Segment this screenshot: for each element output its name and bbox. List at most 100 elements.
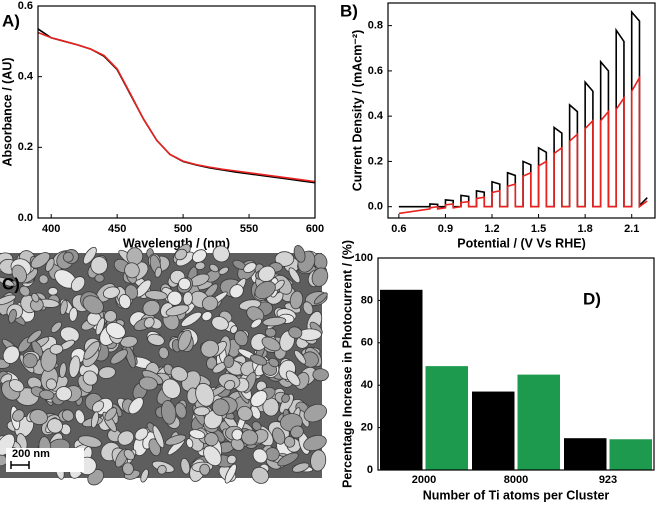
grain xyxy=(126,247,144,266)
plot-frame xyxy=(377,257,655,471)
plot-frame xyxy=(387,2,656,219)
grain xyxy=(230,325,238,334)
grain xyxy=(61,409,75,422)
grain xyxy=(140,468,149,483)
grain xyxy=(177,329,192,352)
grain xyxy=(191,249,207,263)
x-tick-label: 0.6 xyxy=(391,223,406,235)
x-axis-label: Number of Ti atoms per Cluster xyxy=(423,488,610,502)
grain xyxy=(90,411,99,429)
x-axis-label: Wavelength / (nm) xyxy=(123,236,230,250)
grain xyxy=(105,322,126,339)
y-axis-label: Percentage Increase in Photocurrent / (%… xyxy=(340,240,354,488)
grain xyxy=(90,256,108,275)
grain xyxy=(310,449,327,472)
y-axis-label: Current Density / (mAcm⁻²) xyxy=(350,30,364,191)
panel-label: B) xyxy=(340,1,358,20)
grain xyxy=(31,292,40,303)
grain xyxy=(117,430,135,446)
y-tick-label: 100 xyxy=(355,252,373,264)
grain xyxy=(124,284,139,300)
grain xyxy=(83,341,101,360)
grain xyxy=(250,318,262,329)
bar xyxy=(564,438,607,470)
grain xyxy=(246,306,265,323)
panel-label: C) xyxy=(2,274,20,293)
grain xyxy=(302,301,314,315)
grain xyxy=(154,266,162,278)
grain xyxy=(45,378,57,390)
grain xyxy=(59,362,67,378)
grain xyxy=(82,295,104,315)
grain xyxy=(254,280,276,300)
grain xyxy=(229,284,244,299)
grain xyxy=(251,466,270,484)
grain xyxy=(11,264,27,284)
x-tick-label: 550 xyxy=(240,223,258,235)
series-line xyxy=(37,31,316,183)
grain xyxy=(230,437,245,451)
grain xyxy=(211,398,230,417)
grain xyxy=(47,418,63,434)
grain xyxy=(165,434,187,446)
grain xyxy=(223,355,235,368)
grain xyxy=(195,382,215,407)
grain xyxy=(12,409,25,422)
y-tick-label: 0.2 xyxy=(18,141,33,153)
grain xyxy=(82,370,98,386)
grain xyxy=(0,294,17,306)
y-tick-label: 0.0 xyxy=(368,201,383,213)
grain xyxy=(290,425,304,439)
grain xyxy=(29,409,48,426)
grain xyxy=(237,405,253,422)
grain xyxy=(59,299,68,316)
grain xyxy=(281,393,290,403)
grain xyxy=(27,329,42,344)
grain xyxy=(252,448,268,464)
grain xyxy=(268,357,280,368)
grain xyxy=(312,368,329,382)
y-tick-label: 0.0 xyxy=(18,212,33,224)
grain xyxy=(122,462,134,476)
grain xyxy=(250,390,268,408)
grain xyxy=(178,277,191,291)
x-tick-label: 1.5 xyxy=(531,223,546,235)
x-tick-label: 2.1 xyxy=(624,223,639,235)
grain xyxy=(74,409,86,425)
grain xyxy=(185,438,194,449)
grain xyxy=(289,290,304,310)
grain xyxy=(49,343,64,355)
grain xyxy=(50,321,62,334)
grain xyxy=(293,245,306,263)
grain xyxy=(157,464,167,475)
grain xyxy=(95,317,105,336)
grain xyxy=(30,252,51,269)
x-tick-label: 600 xyxy=(306,223,324,235)
grain xyxy=(313,292,328,305)
grain xyxy=(293,349,307,365)
grain xyxy=(170,366,188,382)
grain xyxy=(234,330,249,347)
y-tick-label: 0.8 xyxy=(368,20,383,32)
grain xyxy=(91,400,105,413)
grain xyxy=(39,389,55,400)
y-tick-label: 0.4 xyxy=(368,110,384,122)
grain xyxy=(104,310,117,323)
x-tick-label: 400 xyxy=(42,223,60,235)
grain xyxy=(118,294,132,309)
grain xyxy=(193,406,210,417)
grain xyxy=(226,454,237,465)
grain xyxy=(189,429,206,440)
x-tick-label: 450 xyxy=(108,223,126,235)
grain xyxy=(119,335,138,348)
y-tick-label: 0 xyxy=(367,464,373,476)
grain xyxy=(243,262,257,273)
bar xyxy=(425,366,468,470)
grain xyxy=(55,386,73,402)
bar xyxy=(609,439,652,470)
y-tick-label: 20 xyxy=(361,422,373,434)
grain xyxy=(47,287,59,296)
grain xyxy=(292,462,310,473)
grain xyxy=(283,436,296,448)
